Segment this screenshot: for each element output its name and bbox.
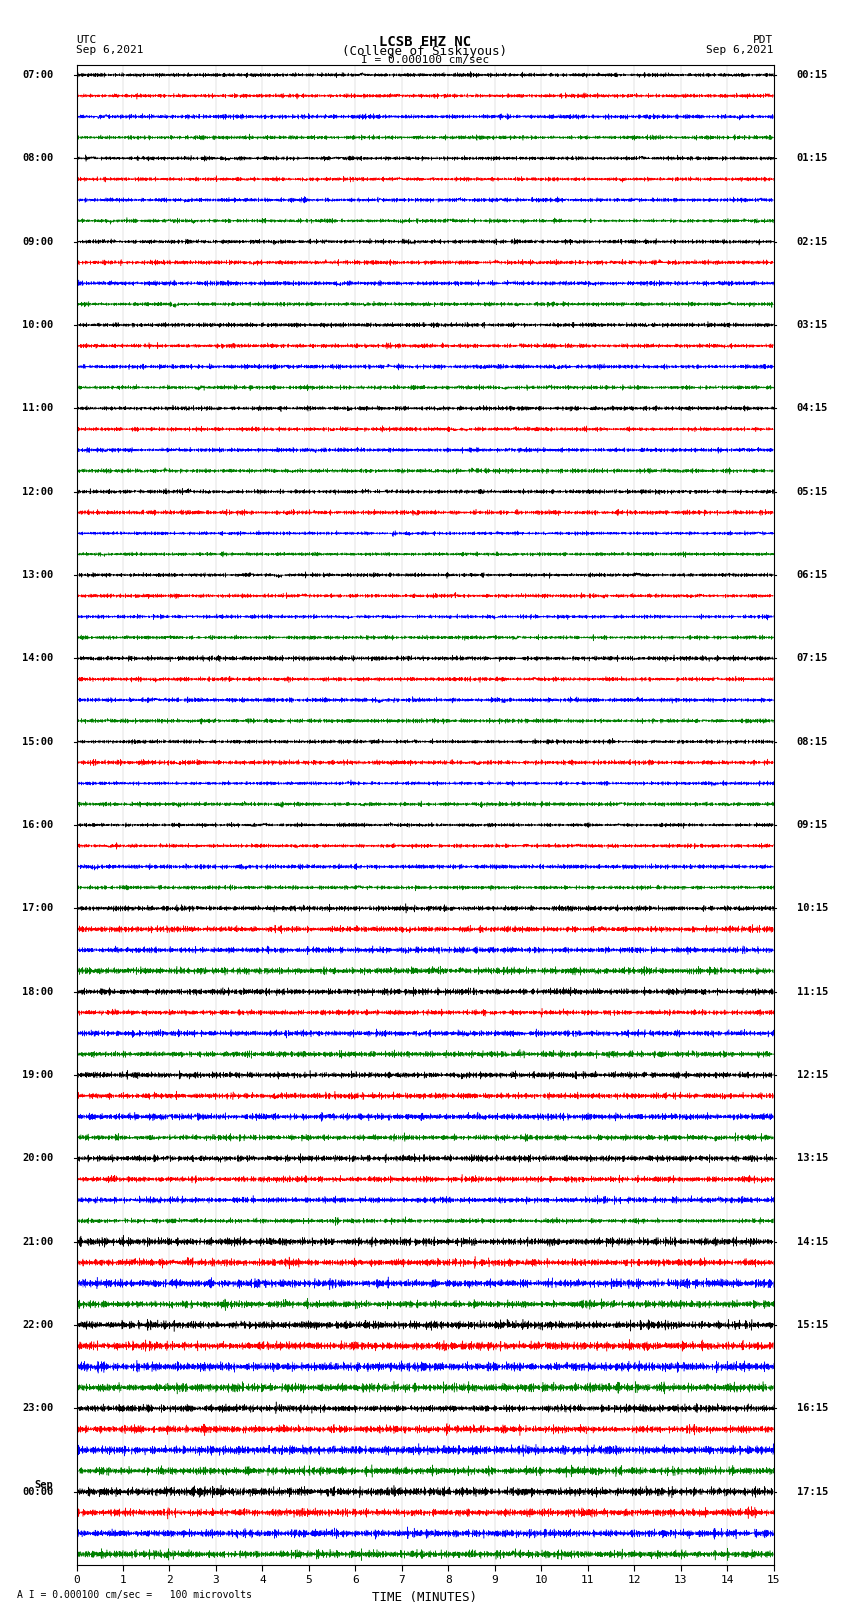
Text: 10:00: 10:00 (22, 319, 54, 331)
Text: UTC: UTC (76, 35, 97, 45)
Text: 14:00: 14:00 (22, 653, 54, 663)
Text: 09:00: 09:00 (22, 237, 54, 247)
Text: 12:15: 12:15 (796, 1069, 828, 1081)
Text: 17:00: 17:00 (22, 903, 54, 913)
Text: 13:00: 13:00 (22, 569, 54, 581)
Text: 20:00: 20:00 (22, 1153, 54, 1163)
Text: Sep: Sep (35, 1481, 54, 1490)
Text: 04:15: 04:15 (796, 403, 828, 413)
Text: 21:00: 21:00 (22, 1237, 54, 1247)
Text: (College of Siskiyous): (College of Siskiyous) (343, 45, 507, 58)
Text: 11:15: 11:15 (796, 987, 828, 997)
Text: Sep 6,2021: Sep 6,2021 (706, 45, 774, 55)
Text: 16:15: 16:15 (796, 1403, 828, 1413)
Text: 23:00: 23:00 (22, 1403, 54, 1413)
Text: 10:15: 10:15 (796, 903, 828, 913)
Text: Sep 6,2021: Sep 6,2021 (76, 45, 144, 55)
Text: PDT: PDT (753, 35, 774, 45)
Text: 14:15: 14:15 (796, 1237, 828, 1247)
Text: 19:00: 19:00 (22, 1069, 54, 1081)
Text: 11:00: 11:00 (22, 403, 54, 413)
Text: 22:00: 22:00 (22, 1319, 54, 1331)
Text: 18:00: 18:00 (22, 987, 54, 997)
Text: 12:00: 12:00 (22, 487, 54, 497)
Text: 00:15: 00:15 (796, 69, 828, 81)
Text: 16:00: 16:00 (22, 819, 54, 831)
Text: 08:15: 08:15 (796, 737, 828, 747)
Text: 01:15: 01:15 (796, 153, 828, 163)
Text: 05:15: 05:15 (796, 487, 828, 497)
Text: 07:00: 07:00 (22, 69, 54, 81)
Text: A I = 0.000100 cm/sec =   100 microvolts: A I = 0.000100 cm/sec = 100 microvolts (17, 1590, 252, 1600)
Text: 03:15: 03:15 (796, 319, 828, 331)
Text: 06:15: 06:15 (796, 569, 828, 581)
Text: 15:00: 15:00 (22, 737, 54, 747)
X-axis label: TIME (MINUTES): TIME (MINUTES) (372, 1590, 478, 1603)
Text: 07:15: 07:15 (796, 653, 828, 663)
Text: 08:00: 08:00 (22, 153, 54, 163)
Text: 00:00: 00:00 (22, 1487, 54, 1497)
Text: LCSB EHZ NC: LCSB EHZ NC (379, 35, 471, 50)
Text: 15:15: 15:15 (796, 1319, 828, 1331)
Text: 09:15: 09:15 (796, 819, 828, 831)
Text: 13:15: 13:15 (796, 1153, 828, 1163)
Text: 17:15: 17:15 (796, 1487, 828, 1497)
Text: 02:15: 02:15 (796, 237, 828, 247)
Text: I = 0.000100 cm/sec: I = 0.000100 cm/sec (361, 55, 489, 65)
